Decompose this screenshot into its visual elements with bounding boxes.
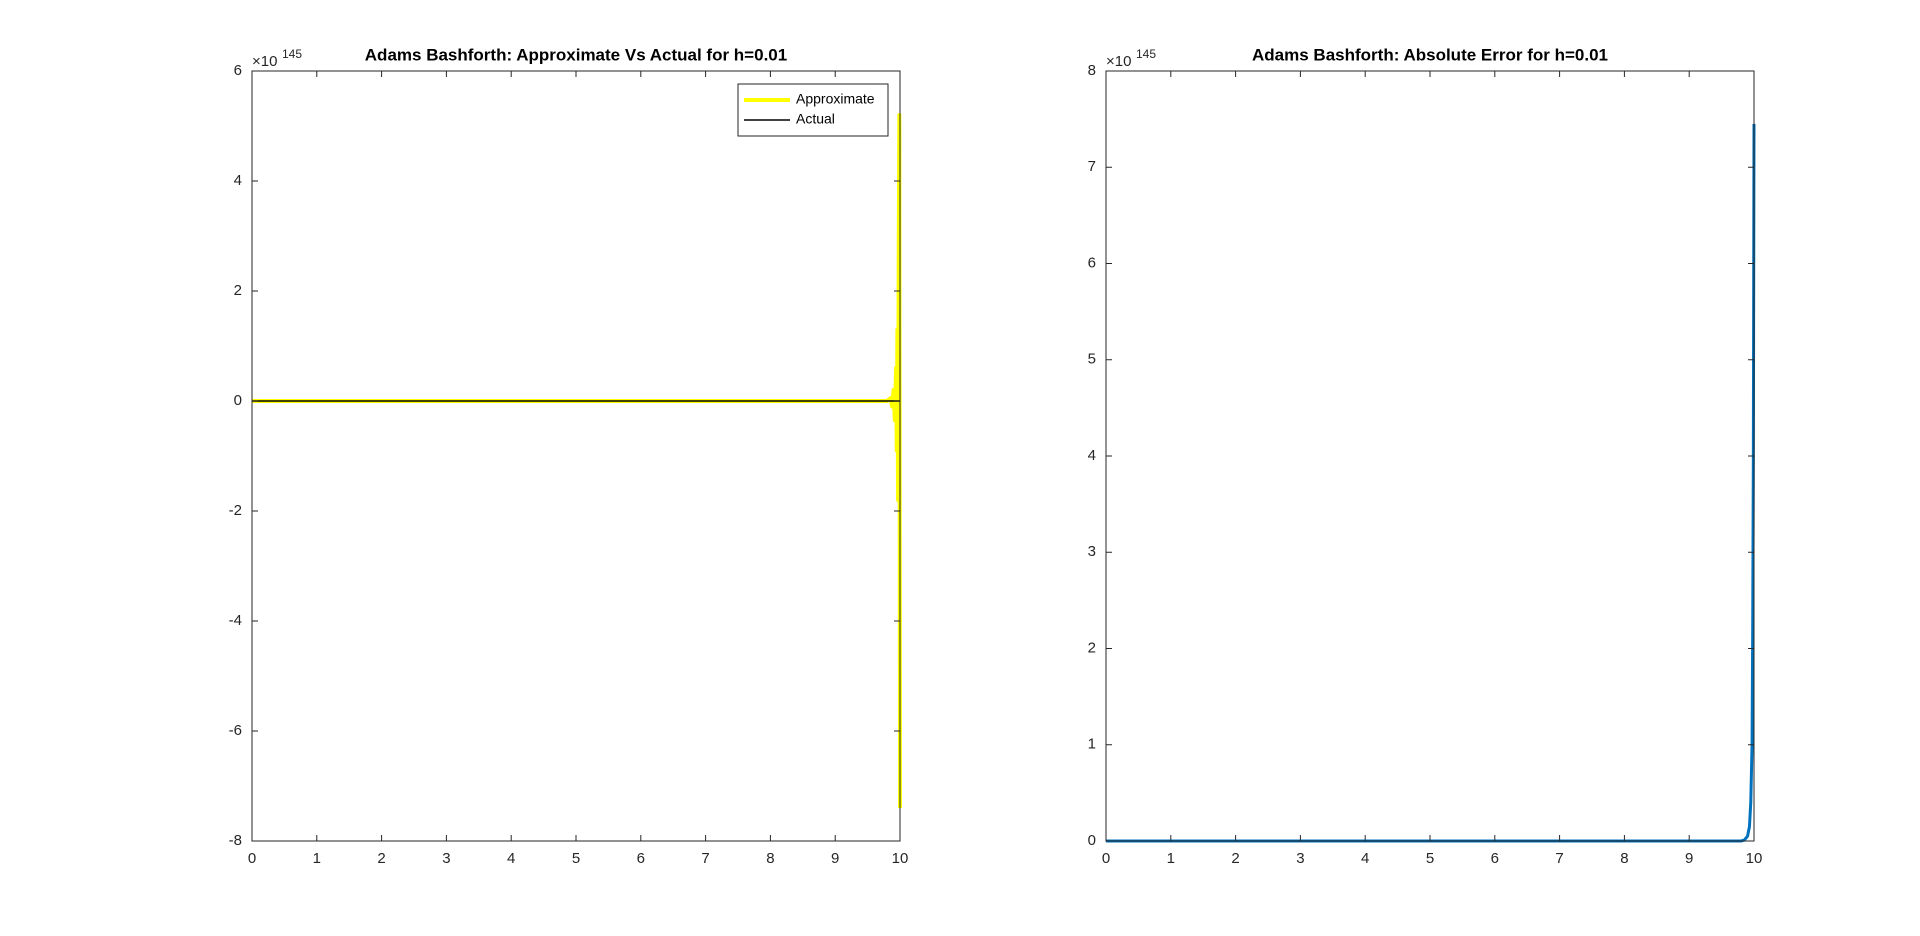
x-tick-label: 5 [572, 850, 580, 867]
x-tick-label: 0 [1102, 850, 1110, 867]
x-tick-label: 10 [1746, 850, 1763, 867]
y-exponent: 145 [282, 47, 302, 61]
axes-background [252, 71, 900, 841]
y-tick-label: 4 [1088, 447, 1096, 464]
x-tick-label: 4 [1361, 850, 1369, 867]
x-tick-label: 10 [892, 850, 909, 867]
y-tick-label: 2 [1088, 639, 1096, 656]
x-tick-label: 6 [1491, 850, 1499, 867]
y-tick-label: 5 [1088, 351, 1096, 368]
legend-box [737, 83, 889, 137]
y-tick-label: -8 [229, 832, 242, 849]
y-multiplier: ×10 [252, 53, 277, 70]
x-tick-label: 9 [1685, 850, 1693, 867]
y-tick-label: 1 [1088, 736, 1096, 753]
x-tick-label: 2 [377, 850, 385, 867]
chart-title: Adams Bashforth: Approximate Vs Actual f… [365, 45, 787, 64]
y-tick-label: 6 [234, 62, 242, 79]
y-multiplier: ×10 [1106, 53, 1131, 70]
x-tick-label: 2 [1231, 850, 1239, 867]
chart-title: Adams Bashforth: Absolute Error for h=0.… [1252, 45, 1608, 64]
y-tick-label: 3 [1088, 543, 1096, 560]
x-tick-label: 6 [637, 850, 645, 867]
x-tick-label: 5 [1426, 850, 1434, 867]
x-tick-label: 8 [766, 850, 774, 867]
y-tick-label: 2 [234, 282, 242, 299]
legend-label: Actual [796, 111, 835, 127]
x-tick-label: 1 [1167, 850, 1175, 867]
y-tick-label: 0 [234, 392, 242, 409]
y-tick-label: -6 [229, 722, 242, 739]
x-tick-label: 0 [248, 850, 256, 867]
x-tick-label: 7 [1555, 850, 1563, 867]
y-tick-label: 8 [1088, 62, 1096, 79]
x-tick-label: 3 [1296, 850, 1304, 867]
x-tick-label: 4 [507, 850, 515, 867]
y-exponent: 145 [1136, 47, 1156, 61]
legend-label: Approximate [796, 91, 875, 107]
x-tick-label: 9 [831, 850, 839, 867]
y-tick-label: 4 [234, 172, 242, 189]
x-tick-label: 3 [442, 850, 450, 867]
x-tick-label: 8 [1620, 850, 1628, 867]
x-tick-label: 1 [313, 850, 321, 867]
y-tick-label: 6 [1088, 254, 1096, 271]
y-tick-label: 7 [1088, 158, 1096, 175]
axes-background [1106, 71, 1754, 841]
y-tick-label: -4 [229, 612, 242, 629]
x-tick-label: 7 [701, 850, 709, 867]
y-tick-label: -2 [229, 502, 242, 519]
data-line [252, 113, 902, 809]
y-tick-label: 0 [1088, 832, 1096, 849]
